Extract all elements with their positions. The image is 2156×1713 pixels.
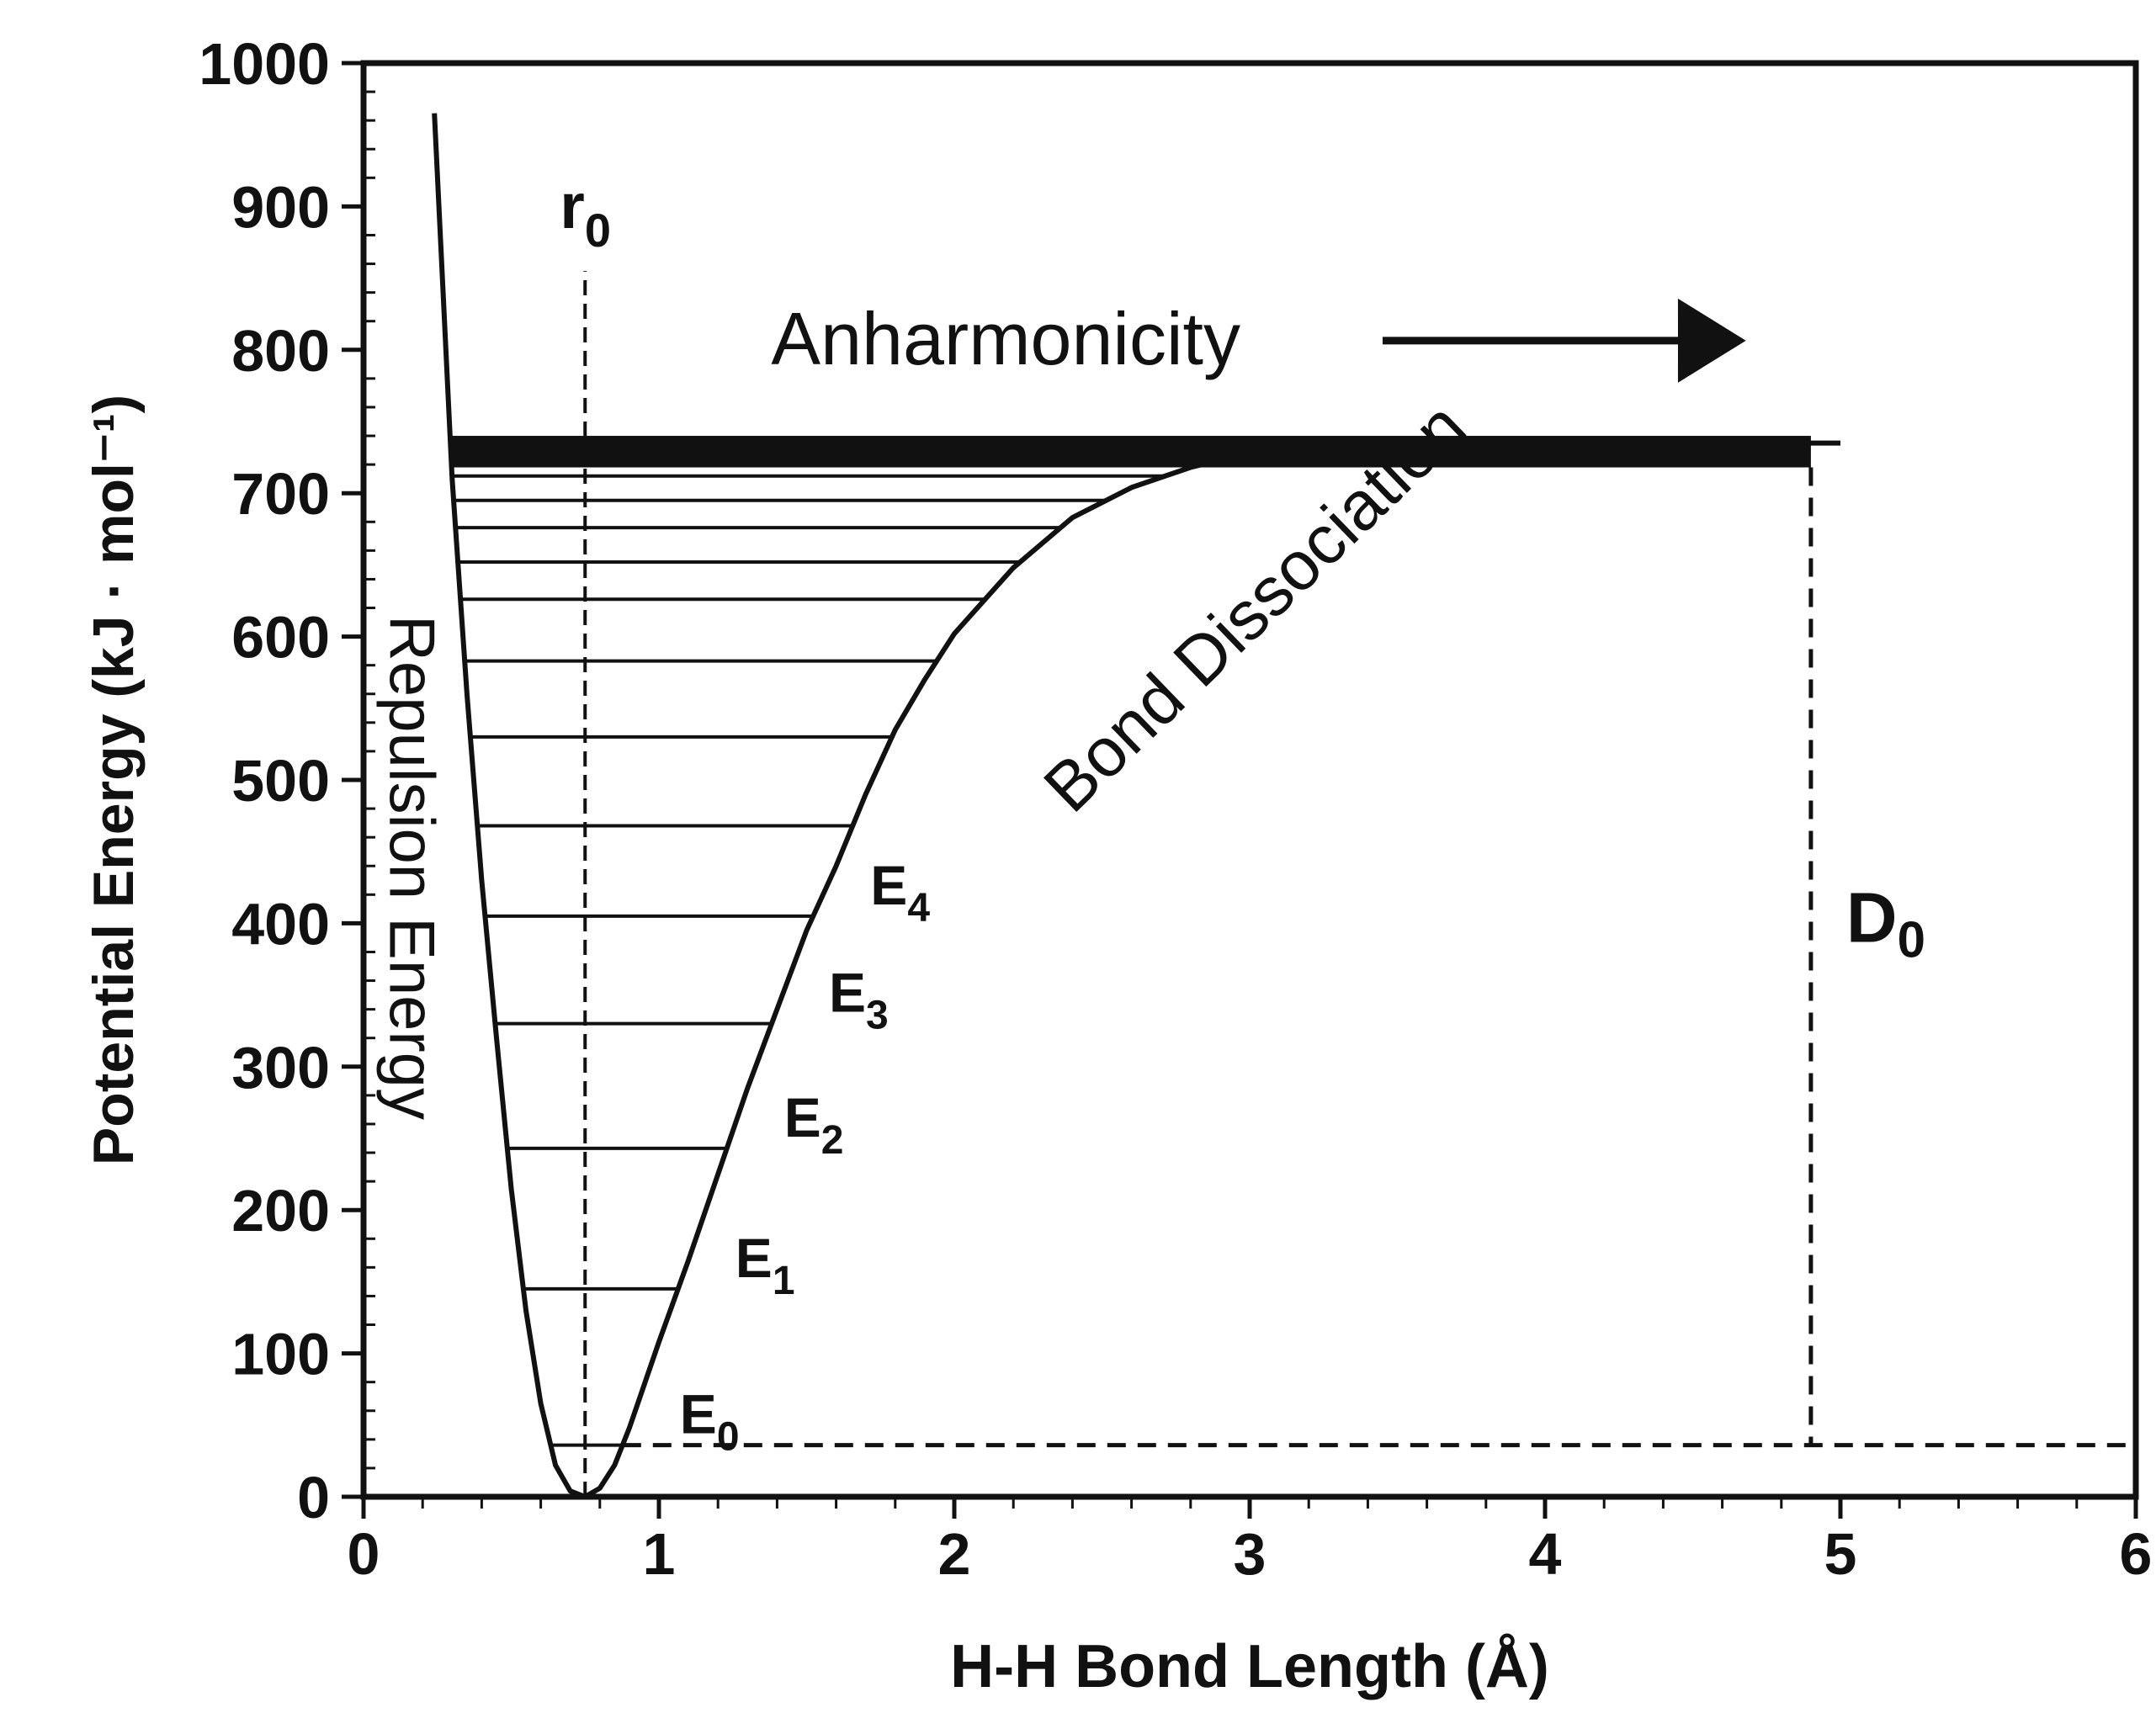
x-axis-title: H-H Bond Length (Å)	[950, 1633, 1549, 1700]
y-axis-title: Potential Energy (kJ · mol⁻¹)	[82, 395, 146, 1165]
y-tick-label: 400	[231, 891, 330, 957]
x-tick-label: 3	[1234, 1521, 1267, 1587]
anharmonicity-arrow-head	[1677, 298, 1746, 383]
energy-levels: E0 E1 E2 E3 E4	[449, 436, 1811, 1460]
x-tick-label: 1	[643, 1521, 676, 1587]
energy-level-label: E3	[829, 962, 889, 1038]
y-tick-label: 200	[231, 1178, 330, 1244]
x-tick-label: 4	[1529, 1521, 1562, 1587]
y-tick-label: 100	[231, 1322, 330, 1387]
x-tick-label: 6	[2120, 1521, 2153, 1587]
d0-label: D0	[1846, 878, 1925, 968]
r0-label: r0	[560, 171, 611, 257]
y-tick-label: 600	[231, 605, 330, 671]
y-tick-label: 900	[231, 174, 330, 240]
potential-energy-curve	[432, 113, 1840, 1499]
energy-level-label: E4	[870, 854, 930, 931]
energy-level-label: E2	[784, 1086, 844, 1163]
x-tick-label: 0	[348, 1521, 380, 1587]
x-tick-label: 5	[1824, 1521, 1857, 1587]
y-tick-label: 700	[231, 461, 330, 527]
plot-frame	[360, 60, 2139, 1500]
y-tick-label: 1000	[199, 31, 330, 97]
energy-level-label: E1	[735, 1227, 795, 1303]
x-tick-label: 2	[938, 1521, 971, 1587]
y-tick-label: 300	[231, 1035, 330, 1100]
y-tick-label: 800	[231, 318, 330, 384]
anharmonicity-label: Anharmonicity	[771, 297, 1240, 380]
repulsion-energy-label: Repulsion Energy	[376, 615, 448, 1120]
y-tick-label: 500	[231, 748, 330, 814]
y-tick-label: 0	[297, 1465, 330, 1530]
energy-level-label: E0	[680, 1383, 740, 1460]
curve-layer	[432, 113, 1840, 1499]
axis-ticks: 0 1 2 3 4 5 6 0 100 200 300 400 500 600 700 800 900 1000	[199, 31, 2152, 1587]
